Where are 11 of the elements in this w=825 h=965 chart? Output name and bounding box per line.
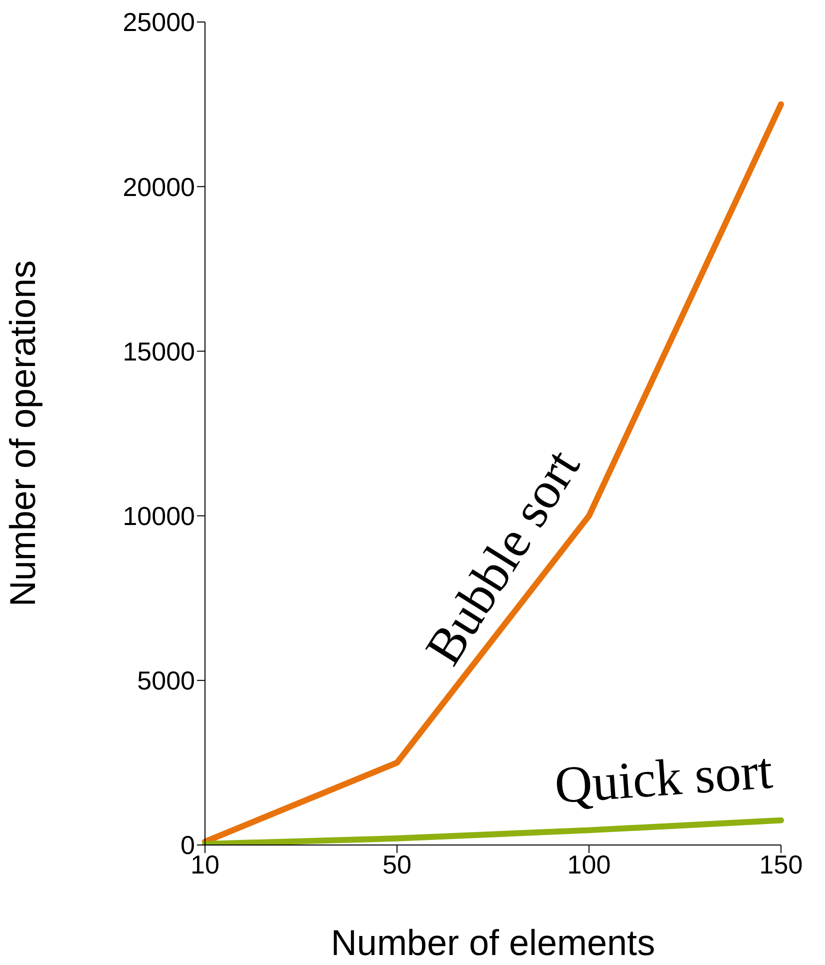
x-tick-label: 50 xyxy=(382,849,412,880)
y-tick-label: 15000 xyxy=(122,336,195,366)
y-axis-title: Number of operations xyxy=(2,260,43,607)
x-axis-title: Number of elements xyxy=(330,922,656,963)
y-tick-label: 20000 xyxy=(122,172,195,202)
y-tick-label: 25000 xyxy=(122,7,195,38)
series-label: Quick sort xyxy=(552,742,775,815)
y-tick-label: 5000 xyxy=(137,666,195,696)
y-tick-label: 10000 xyxy=(122,501,195,532)
x-tick-label: 100 xyxy=(567,849,611,880)
x-tick-label: 150 xyxy=(759,849,803,880)
